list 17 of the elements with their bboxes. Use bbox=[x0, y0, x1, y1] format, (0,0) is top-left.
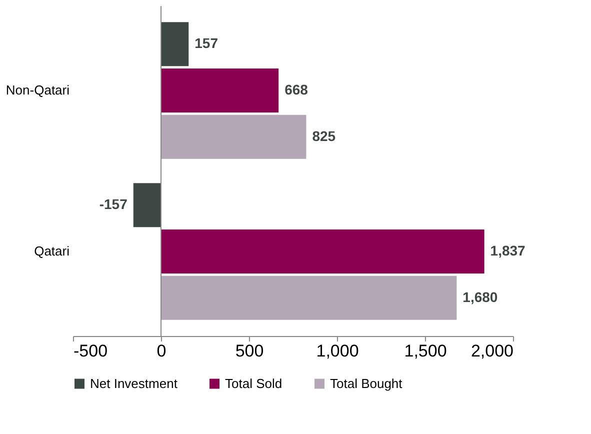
text: 825 bbox=[312, 128, 336, 144]
text: 1,837 bbox=[490, 242, 526, 258]
legend-label: Net Investment bbox=[90, 376, 178, 391]
x-tick-label: -500 bbox=[74, 342, 108, 360]
text: 157 bbox=[194, 35, 218, 52]
text: 668 bbox=[284, 82, 308, 98]
x-tick-label: 1,000 bbox=[316, 342, 359, 360]
y-tick-label: Qatari bbox=[34, 243, 70, 258]
x-tick-label: 2,000 bbox=[470, 342, 514, 360]
legend-label: Total Sold bbox=[225, 376, 282, 391]
text: -157 bbox=[99, 196, 128, 212]
text: 1,680 bbox=[462, 288, 498, 305]
x-tick-label: 0 bbox=[156, 342, 166, 360]
x-tick-label: 500 bbox=[235, 342, 264, 360]
legend-label: Total Bought bbox=[330, 376, 403, 391]
y-tick-label: Non-Qatari bbox=[6, 82, 70, 98]
x-tick-label: 1,500 bbox=[404, 342, 447, 360]
